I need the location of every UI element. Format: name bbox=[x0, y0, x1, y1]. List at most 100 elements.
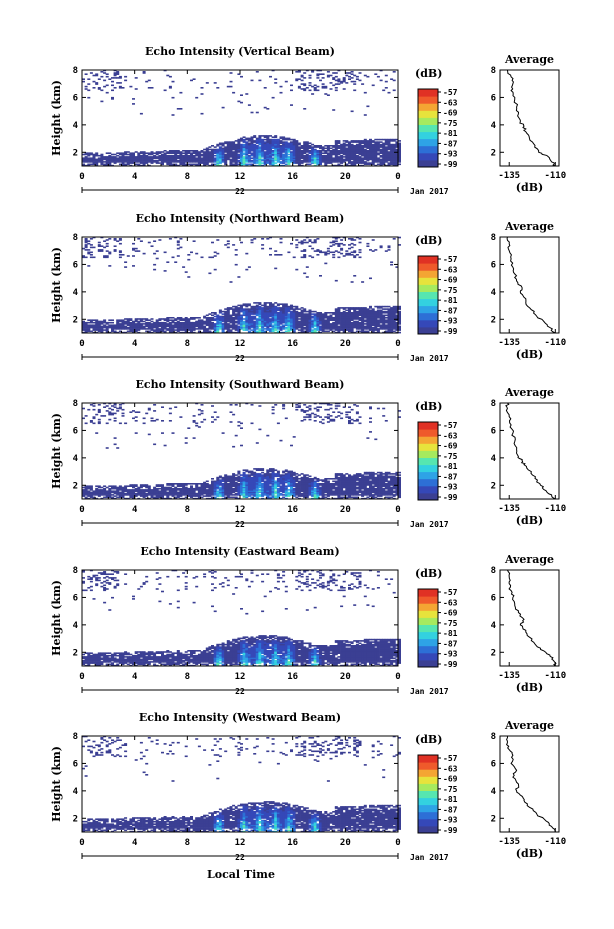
heatmap-cell bbox=[245, 148, 249, 151]
heatmap-cell bbox=[290, 153, 293, 156]
heatmap-cell bbox=[297, 150, 301, 152]
heatmap-cell bbox=[250, 323, 254, 325]
heatmap-cell bbox=[308, 151, 312, 153]
heatmap-cell bbox=[345, 153, 349, 156]
heatmap-cell bbox=[234, 479, 238, 481]
heatmap-cell bbox=[150, 324, 154, 326]
heatmap-cell bbox=[224, 491, 228, 494]
heatmap-cell bbox=[161, 330, 164, 333]
heatmap-cell bbox=[261, 152, 265, 154]
heatmap-cell bbox=[363, 312, 367, 314]
heatmap-cell bbox=[261, 321, 265, 324]
heatmap-cell bbox=[390, 146, 394, 148]
heatmap-cell bbox=[326, 94, 330, 96]
heatmap-cell bbox=[337, 159, 341, 162]
heatmap-cell bbox=[213, 487, 217, 490]
heatmap-cell bbox=[240, 156, 243, 158]
heatmap-cell bbox=[319, 312, 322, 314]
heatmap-cell bbox=[208, 153, 212, 156]
heatmap-cell bbox=[342, 308, 346, 310]
heatmap-cell bbox=[392, 324, 396, 326]
heatmap-cell bbox=[263, 157, 267, 159]
heatmap-cell bbox=[197, 158, 201, 161]
heatmap-cell bbox=[184, 154, 188, 157]
heatmap-cell bbox=[216, 323, 220, 325]
heatmap-cell bbox=[84, 156, 88, 158]
heatmap-cell bbox=[218, 153, 222, 156]
heatmap-cell bbox=[147, 326, 151, 329]
heatmap-cell bbox=[287, 161, 291, 163]
heatmap-cell bbox=[292, 145, 296, 147]
heatmap-cell bbox=[211, 156, 214, 158]
heatmap-cell bbox=[129, 330, 133, 333]
heatmap-cell bbox=[237, 161, 241, 163]
heatmap-cell bbox=[250, 136, 254, 138]
heatmap-cell bbox=[205, 150, 209, 152]
heatmap-cell bbox=[242, 156, 246, 158]
heatmap-cell bbox=[245, 304, 249, 307]
heatmap-cell bbox=[250, 152, 254, 154]
heatmap-cell bbox=[384, 154, 388, 157]
heatmap-cell bbox=[229, 494, 233, 496]
heatmap-cell bbox=[348, 247, 351, 250]
heatmap-cell bbox=[269, 325, 272, 328]
heatmap-cell bbox=[350, 157, 354, 159]
heatmap-cell bbox=[197, 152, 201, 154]
heatmap-cell bbox=[208, 317, 212, 319]
heatmap-cell bbox=[247, 142, 251, 145]
heatmap-cell bbox=[103, 491, 107, 494]
heatmap-cell bbox=[303, 254, 307, 256]
heatmap-cell bbox=[226, 320, 230, 323]
heatmap-cell bbox=[392, 321, 396, 324]
heatmap-cell bbox=[316, 314, 320, 317]
heatmap-cell bbox=[366, 313, 370, 315]
heatmap-cell bbox=[203, 152, 207, 154]
heatmap-cell bbox=[234, 489, 238, 491]
heatmap-cell bbox=[113, 495, 117, 497]
heatmap-cell bbox=[100, 486, 104, 489]
heatmap-cell bbox=[337, 313, 341, 315]
heatmap-cell bbox=[211, 159, 214, 162]
heatmap-cell bbox=[221, 492, 225, 495]
heatmap-cell bbox=[284, 323, 288, 325]
heatmap-cell bbox=[345, 152, 349, 154]
heatmap-cell bbox=[184, 326, 188, 329]
heatmap-cell bbox=[313, 241, 317, 244]
heatmap-cell bbox=[147, 324, 151, 326]
heatmap-cell bbox=[258, 147, 262, 150]
heatmap-cell bbox=[174, 150, 178, 152]
heatmap-cell bbox=[132, 324, 135, 326]
heatmap-cell bbox=[282, 314, 286, 317]
heatmap-cell bbox=[300, 241, 304, 244]
heatmap-cell bbox=[226, 486, 230, 489]
heatmap-cell bbox=[350, 77, 354, 79]
heatmap-cell bbox=[395, 315, 399, 318]
heatmap-cell bbox=[282, 137, 286, 140]
heatmap-cell bbox=[203, 328, 207, 330]
heatmap-cell bbox=[234, 162, 238, 164]
heatmap-cell bbox=[374, 315, 378, 318]
heatmap-cell bbox=[100, 415, 104, 417]
heatmap-cell bbox=[190, 325, 193, 328]
heatmap-cell bbox=[184, 319, 188, 321]
heatmap-cell bbox=[237, 309, 241, 312]
heatmap-cell bbox=[221, 313, 225, 315]
heatmap-cell bbox=[253, 238, 257, 240]
heatmap-cell bbox=[216, 481, 220, 484]
heatmap-cell bbox=[363, 151, 367, 153]
heatmap-cell bbox=[234, 145, 238, 147]
heatmap-cell bbox=[276, 152, 280, 154]
heatmap-cell bbox=[176, 324, 180, 326]
heatmap-cell bbox=[147, 489, 151, 491]
heatmap-cell bbox=[348, 310, 351, 313]
heatmap-cell bbox=[353, 80, 357, 83]
heatmap-cell bbox=[295, 154, 299, 157]
heatmap-cell bbox=[337, 142, 341, 145]
heatmap-cell bbox=[103, 496, 107, 499]
heatmap-cell bbox=[221, 478, 225, 480]
heatmap-cell bbox=[168, 154, 172, 157]
heatmap-cell bbox=[163, 489, 167, 491]
heatmap-cell bbox=[187, 159, 191, 162]
heatmap-cell bbox=[374, 145, 378, 147]
heatmap-cell bbox=[387, 152, 391, 154]
